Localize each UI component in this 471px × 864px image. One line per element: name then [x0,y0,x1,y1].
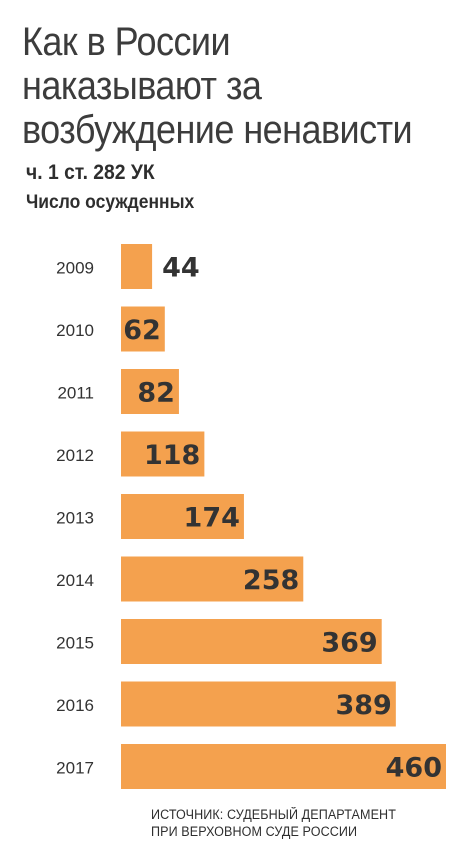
value-label: 174 [184,503,240,534]
bar-2014 [121,556,304,602]
category-label: 2012 [56,446,94,465]
source-line-2: ПРИ ВЕРХОВНОМ СУДЕ РОССИИ [151,824,358,839]
source-note: ИСТОЧНИК: СУДЕБНЫЙ ДЕПАРТАМЕНТ ПРИ ВЕРХО… [151,806,396,840]
category-label: 2009 [56,259,94,278]
bar-2016 [121,681,396,727]
bar-2010 [121,306,165,352]
bar-2015 [121,619,382,664]
category-label: 2010 [56,321,94,340]
bar-2011 [121,369,179,414]
bar-2017 [121,744,446,789]
value-label: 460 [386,753,442,784]
category-label: 2015 [56,634,94,653]
value-label: 258 [243,565,299,596]
bar-2009 [121,244,153,289]
chart-subtitle: ч. 1 ст. 282 УК [26,161,155,184]
value-label: 118 [144,440,200,471]
category-label: 2016 [56,696,94,715]
bar-2013 [121,494,244,539]
value-label: 82 [137,378,175,409]
value-label: 389 [335,690,391,721]
category-label: 2011 [57,384,94,403]
chart-title: Как в России наказывают за возбуждение н… [22,20,413,152]
measure-label: Число осужденных [26,192,195,213]
value-label: 369 [321,628,377,659]
bar-2012 [121,431,205,477]
category-label: 2013 [56,509,94,528]
category-label: 2014 [56,571,94,590]
source-line-1: ИСТОЧНИК: СУДЕБНЫЙ ДЕПАРТАМЕНТ [151,807,396,822]
value-label: 62 [123,315,161,346]
value-label: 44 [162,253,200,284]
bar-chart: 2009 44 2010 62 2011 82 2012 118 2013 174 2014 258 2… [56,244,446,789]
category-label: 2017 [56,759,94,778]
